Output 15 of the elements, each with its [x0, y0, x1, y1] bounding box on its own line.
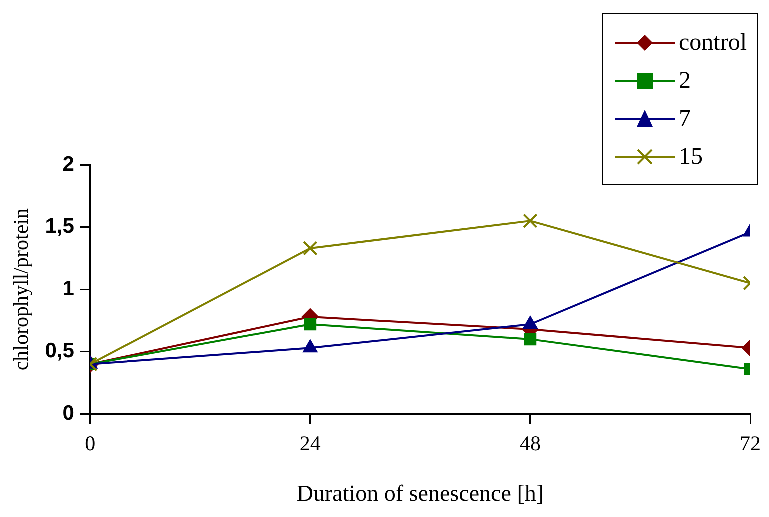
x-tick-label: 24	[300, 431, 322, 456]
y-tick-label: 2	[62, 152, 74, 176]
legend-label: 15	[679, 144, 704, 170]
legend-label: 2	[679, 68, 692, 94]
x-axis-title: Duration of senescence [h]	[296, 481, 544, 506]
legend-label: control	[679, 30, 747, 56]
legend-label: 7	[679, 106, 692, 132]
y-tick-label: 1,5	[45, 215, 75, 238]
x-tick-label: 72	[740, 431, 761, 456]
y-tick-label: 1	[62, 277, 75, 300]
x-tick-label: 0	[85, 431, 96, 456]
y-tick-label: 0	[62, 402, 74, 425]
x-tick-label: 48	[520, 431, 541, 456]
y-tick-label: 0,5	[45, 340, 75, 363]
y-axis-title: chlorophyll/protein	[9, 208, 34, 371]
